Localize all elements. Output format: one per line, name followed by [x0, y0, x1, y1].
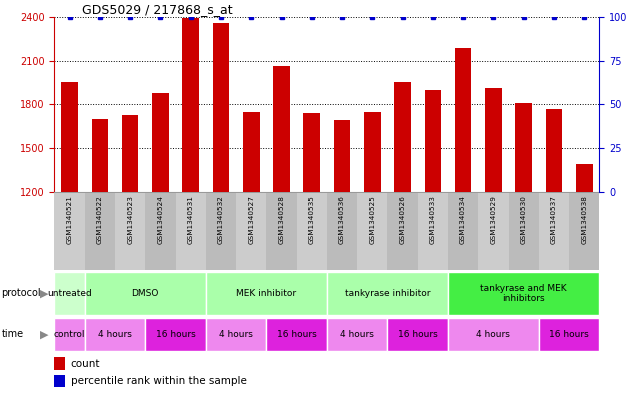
Text: GSM1340524: GSM1340524: [158, 195, 163, 244]
Bar: [394, 83, 411, 192]
Bar: [243, 112, 260, 192]
Bar: [54, 193, 85, 270]
Text: 4 hours: 4 hours: [340, 330, 374, 339]
Bar: [92, 119, 108, 192]
Text: GSM1340525: GSM1340525: [369, 195, 376, 244]
Text: 4 hours: 4 hours: [98, 330, 132, 339]
Bar: [62, 83, 78, 192]
Bar: [152, 93, 169, 192]
Text: 4 hours: 4 hours: [219, 330, 253, 339]
Bar: [273, 66, 290, 192]
Bar: [576, 164, 592, 192]
Bar: [448, 193, 478, 270]
Text: GSM1340526: GSM1340526: [399, 195, 406, 244]
Bar: [54, 375, 65, 387]
Text: time: time: [1, 329, 24, 340]
Text: GSM1340522: GSM1340522: [97, 195, 103, 244]
Bar: [85, 272, 206, 315]
Text: 16 hours: 16 hours: [398, 330, 438, 339]
Bar: [364, 112, 381, 192]
Bar: [327, 193, 357, 270]
Bar: [146, 318, 206, 351]
Bar: [206, 193, 236, 270]
Text: tankyrase inhibitor: tankyrase inhibitor: [345, 289, 430, 298]
Bar: [424, 90, 441, 192]
Bar: [327, 318, 387, 351]
Bar: [85, 318, 146, 351]
Text: DMSO: DMSO: [131, 289, 159, 298]
Text: GSM1340527: GSM1340527: [248, 195, 254, 244]
Bar: [508, 193, 539, 270]
Bar: [176, 193, 206, 270]
Text: GSM1340528: GSM1340528: [278, 195, 285, 244]
Bar: [387, 193, 418, 270]
Text: GSM1340530: GSM1340530: [520, 195, 527, 244]
Text: untreated: untreated: [47, 289, 92, 298]
Bar: [448, 272, 599, 315]
Bar: [327, 272, 448, 315]
Bar: [455, 48, 471, 192]
Text: GSM1340538: GSM1340538: [581, 195, 587, 244]
Bar: [206, 318, 267, 351]
Text: protocol: protocol: [1, 288, 41, 298]
Text: GSM1340535: GSM1340535: [309, 195, 315, 244]
Text: 4 hours: 4 hours: [476, 330, 510, 339]
Bar: [236, 193, 267, 270]
Bar: [569, 193, 599, 270]
Text: ▶: ▶: [40, 288, 49, 298]
Text: GDS5029 / 217868_s_at: GDS5029 / 217868_s_at: [82, 3, 232, 16]
Bar: [539, 193, 569, 270]
Text: 16 hours: 16 hours: [156, 330, 196, 339]
Text: GSM1340533: GSM1340533: [430, 195, 436, 244]
Bar: [478, 193, 508, 270]
Text: GSM1340523: GSM1340523: [127, 195, 133, 244]
Text: count: count: [71, 358, 101, 369]
Bar: [297, 193, 327, 270]
Bar: [146, 193, 176, 270]
Text: GSM1340531: GSM1340531: [188, 195, 194, 244]
Bar: [334, 120, 351, 192]
Text: MEK inhibitor: MEK inhibitor: [237, 289, 296, 298]
Text: percentile rank within the sample: percentile rank within the sample: [71, 376, 247, 386]
Text: 16 hours: 16 hours: [277, 330, 317, 339]
Bar: [303, 113, 320, 192]
Text: 16 hours: 16 hours: [549, 330, 589, 339]
Bar: [54, 272, 85, 315]
Bar: [85, 193, 115, 270]
Bar: [448, 318, 539, 351]
Bar: [213, 23, 229, 192]
Bar: [357, 193, 387, 270]
Text: GSM1340532: GSM1340532: [218, 195, 224, 244]
Bar: [183, 18, 199, 192]
Text: GSM1340534: GSM1340534: [460, 195, 466, 244]
Bar: [206, 272, 327, 315]
Bar: [418, 193, 448, 270]
Bar: [545, 109, 562, 192]
Bar: [387, 318, 448, 351]
Bar: [267, 193, 297, 270]
Text: GSM1340536: GSM1340536: [339, 195, 345, 244]
Text: GSM1340521: GSM1340521: [67, 195, 72, 244]
Bar: [122, 114, 138, 192]
Bar: [485, 88, 502, 192]
Bar: [115, 193, 146, 270]
Text: tankyrase and MEK
inhibitors: tankyrase and MEK inhibitors: [480, 284, 567, 303]
Text: GSM1340537: GSM1340537: [551, 195, 557, 244]
Bar: [515, 103, 532, 192]
Text: control: control: [54, 330, 85, 339]
Text: GSM1340529: GSM1340529: [490, 195, 496, 244]
Bar: [54, 357, 65, 369]
Bar: [539, 318, 599, 351]
Text: ▶: ▶: [40, 329, 49, 340]
Bar: [54, 318, 85, 351]
Bar: [267, 318, 327, 351]
